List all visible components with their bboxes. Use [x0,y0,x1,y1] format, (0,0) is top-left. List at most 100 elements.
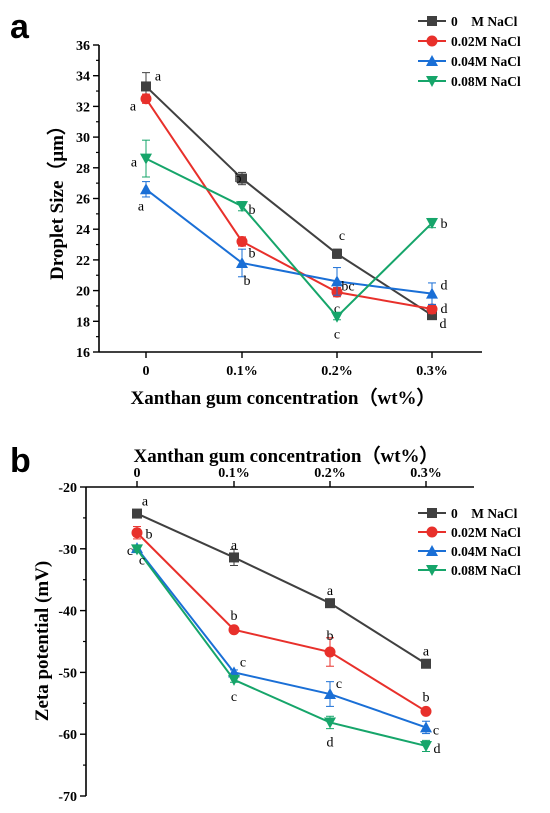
a-data-point [141,81,151,92]
a-significance-letter: b [249,203,256,218]
a-series-line-1 [145,98,433,311]
a-legend-label: 0.04M NaCl [451,54,521,69]
b-legend-label: 0 M NaCl [451,506,518,521]
b-series-line-2 [136,547,427,729]
droplet-size-axes: 16 18 20 22 24 26 28 30 32 34 36 0 0.1% 0.2% 0.3% [76,39,482,379]
b-x-tick-label: 0.1% [218,466,250,481]
b-data-point [131,544,143,556]
a-legend-swatch-marker [427,16,437,26]
a-y-tick-label: 16 [76,346,90,361]
a-legend-label: 0.02M NaCl [451,34,521,49]
b-data-point [324,646,336,658]
b-y-tick-label: -50 [58,666,77,681]
b-significance-letter: b [231,609,238,624]
a-data-point [426,218,438,230]
b-significance-letter: c [433,723,439,738]
a-legend-swatch-marker [426,76,438,87]
a-series-line-3 [145,157,433,319]
b-data-point [229,552,239,563]
a-significance-letter: a [130,100,137,115]
b-data-point [324,717,336,729]
b-legend-swatch-marker [426,545,438,556]
a-legend-swatch-marker [426,35,438,47]
a-significance-letter: a [138,199,145,214]
a-x-tick-label: 0 [143,364,150,379]
a-data-point [331,311,343,323]
a-significance-letter: c [339,229,345,244]
a-legend-label: 0.08M NaCl [451,74,521,89]
b-data-point [324,688,336,700]
b-data-point [325,598,335,609]
b-data-point [421,658,431,669]
a-y-tick-label: 20 [76,285,90,300]
b-legend-swatch-marker [426,565,438,576]
b-series-line-1 [136,532,427,713]
a-y-tick-label: 30 [76,131,90,146]
b-data-point [132,508,142,519]
b-x-tick-label: 0.2% [314,466,346,481]
b-legend-label: 0.08M NaCl [451,563,521,578]
zeta-potential-axes: -70 -60 -50 -40 -30 -20 0 0.1% 0.2% 0.3% [58,466,474,805]
a-x-tick-label: 0.3% [416,364,448,379]
b-data-point [420,740,432,752]
b-y-tick-label: -70 [58,790,77,805]
b-y-tick-label: -60 [58,728,77,743]
a-data-point [140,93,152,105]
b-data-point [228,624,240,636]
a-significance-letter: a [155,69,162,84]
b-data-point [228,674,240,686]
b-legend-label: 0.02M NaCl [451,525,521,540]
b-x-tick-label: 0 [134,466,141,481]
droplet-size-y-axis-title: Droplet Size（μm） [45,116,68,280]
a-significance-letter: d [440,317,447,332]
b-significance-letter: c [127,544,133,559]
a-data-point [426,287,438,299]
zeta-potential-legend: 0 M NaCl 0.02M NaCl 0.04M NaCl 0.08M NaCl [418,506,521,578]
zeta-potential-chart: -70 -60 -50 -40 -30 -20 0 0.1% 0.2% 0.3% Zeta pot… [32,444,521,805]
b-y-tick-label: -20 [58,481,77,496]
a-y-tick-label: 22 [76,254,90,269]
b-significance-letter: d [327,735,334,750]
b-y-tick-label: -40 [58,605,77,620]
b-series-line-3 [136,548,427,747]
b-legend-swatch-marker [427,508,437,518]
a-significance-letter: b [244,274,251,289]
a-significance-letter: c [334,328,340,343]
a-y-tick-label: 18 [76,315,90,330]
a-data-point [331,275,343,287]
a-significance-letter: b [441,217,448,232]
a-data-point [236,201,248,213]
a-significance-letter: b [249,246,256,261]
b-data-point [420,721,432,733]
zeta-potential-x-axis-title: Xanthan gum concentration（wt%） [133,444,438,467]
a-data-point [236,235,248,247]
droplet-size-chart: 16 18 20 22 24 26 28 30 32 34 36 0 0.1% 0.2% 0.3% Drop… [45,14,521,409]
a-significance-letter: c [334,302,340,317]
b-significance-letter: c [240,655,246,670]
a-data-point [427,310,437,321]
a-significance-letter: a [131,156,138,171]
panel-a-letter: a [10,8,30,46]
b-data-point [420,705,432,717]
a-significance-letter: bc [341,279,354,294]
b-significance-letter: a [142,495,149,510]
a-y-tick-label: 32 [76,100,90,115]
a-y-tick-label: 28 [76,162,90,177]
a-data-point [236,256,248,268]
a-data-point [426,303,438,315]
a-y-tick-label: 24 [76,223,90,238]
a-legend-label: 0 M NaCl [451,14,518,29]
a-x-tick-label: 0.2% [321,364,353,379]
panel-b-letter: b [10,442,31,480]
a-data-point [332,248,342,259]
droplet-size-legend: 0 M NaCl 0.02M NaCl 0.04M NaCl 0.08M NaCl [418,14,521,89]
b-significance-letter: c [336,677,342,692]
a-y-tick-label: 36 [76,39,90,54]
b-significance-letter: a [231,538,238,553]
b-series-line-0 [136,512,427,665]
b-significance-letter: b [423,690,430,705]
a-series-line-2 [145,188,433,295]
a-data-point [140,153,152,165]
b-legend-label: 0.04M NaCl [451,544,521,559]
